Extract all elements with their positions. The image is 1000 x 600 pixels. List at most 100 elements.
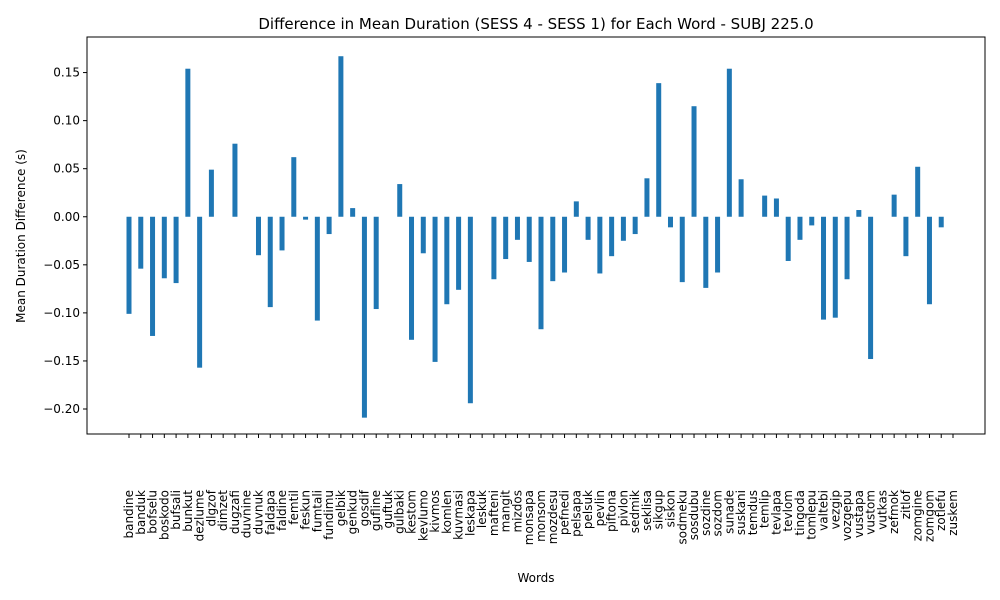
bar-fundimu [326,216,332,235]
x-tick-label: gufline [369,490,383,531]
bar-tingoda [797,216,803,240]
x-tick-label: mangit [499,490,513,533]
bar-pivlon [620,216,626,241]
x-tick-label: gulbaki [393,490,407,534]
bar-bandine [126,216,132,314]
bar-boskodo [161,216,167,279]
chart-title: Difference in Mean Duration (SESS 4 - SE… [258,15,813,33]
bar-fumtali [314,216,320,321]
bar-mizdos [514,216,520,240]
x-tick-label: tevlapa [769,490,783,535]
x-tick-label: sunade [722,490,736,534]
bar-faldapa [267,216,273,308]
x-tick-label: suskani [734,490,748,535]
y-axis-label: Mean Duration Difference (s) [14,149,28,323]
bar-gelbik [338,56,344,217]
bar-kuvmasi [456,216,462,290]
x-tick-label: sosdubu [687,490,701,540]
x-tick-label: pelsapa [569,490,583,537]
x-tick-label: zomgom [922,490,936,542]
bar-faldine [279,216,285,251]
x-tick-label: guftuk [381,490,395,529]
bar-vustom [868,216,874,360]
x-tick-label: siskon [663,490,677,527]
bar-dezlume [197,216,203,368]
y-tick-label: −0.05 [43,258,80,272]
y-tick-label: −0.15 [43,354,80,368]
x-tick-label: seklisa [640,490,654,531]
x-tick-label: dugzafi [228,490,242,534]
y-tick-label: 0.10 [53,114,80,128]
y-tick-label: 0.00 [53,210,80,224]
x-tick-label: kevlumo [416,490,430,541]
x-tick-label: tevlom [781,490,795,532]
x-tick-label: tingoda [793,490,807,536]
x-tick-label: duvnuk [251,490,265,535]
bar-bunkut [185,68,191,217]
x-tick-label: leskuk [475,490,489,528]
bar-kevlumo [420,216,426,254]
bar-pefnedi [562,216,568,273]
bar-femtil [291,157,297,217]
x-tick-label: pefnedi [558,490,572,535]
x-tick-label: faldapa [263,490,277,535]
bar-monsom [538,216,544,330]
bar-sozdine [703,216,709,288]
bar-sikgup [656,83,662,217]
x-tick-label: duvnine [240,490,254,538]
x-tick-label: komlen [440,490,454,534]
bar-mozdesu [550,216,556,282]
bar-tevlapa [773,198,779,217]
x-tick-label: bunkut [181,490,195,532]
x-tick-label: vustapa [852,490,866,538]
x-tick-label: zotlefu [934,490,948,531]
x-tick-label: faldine [275,490,289,531]
x-tick-label: monsom [534,490,548,542]
bar-bofselu [150,216,156,336]
bar-dlgzof [208,169,214,217]
x-tick-label: mafteni [487,490,501,536]
x-tick-label: sozdom [711,490,725,537]
x-tick-label: kivmos [428,490,442,533]
y-tick-label: 0.05 [53,162,80,176]
bar-kivmos [432,216,438,362]
x-tick-label: bufsali [169,490,183,530]
x-tick-label: valtebi [817,490,831,531]
bar-zomgom [926,216,932,305]
x-tick-label: vustom [864,490,878,535]
x-tick-label: feskun [299,490,313,530]
x-tick-label: banduk [134,490,148,535]
y-tick-label: 0.15 [53,66,80,80]
bar-vozgepu [844,216,850,280]
bar-leskapa [467,216,473,404]
bar-banduk [138,216,144,269]
y-tick-label: −0.20 [43,402,80,416]
bar-sozdom [715,216,721,273]
bar-pelsapa [573,201,579,217]
bar-komlen [444,216,450,305]
bar-gosdif [361,216,367,418]
bar-pelsuk [585,216,591,240]
bar-siskon [667,216,673,228]
x-tick-label: sodmeku [675,490,689,544]
bar-mafteni [491,216,497,280]
bar-bufsali [173,216,179,284]
bar-genkud [350,208,356,217]
bar-kestom [409,216,415,340]
bar-monsapa [526,216,532,262]
x-tick-label: boskodo [157,490,171,540]
plot-frame [86,36,986,435]
x-tick-label: genkud [346,490,360,534]
bar-zefmok [891,194,897,217]
x-tick-label: zuskem [946,490,960,536]
plot-area [126,56,944,418]
x-tick-label: bofselu [146,490,160,534]
bar-seklisa [644,178,650,217]
x-tick-label: monsapa [522,490,536,545]
x-tick-label: sozdine [699,490,713,536]
bar-mangit [503,216,509,260]
x-tick-label: sedmik [628,490,642,533]
x-tick-label: zefmok [887,490,901,534]
bar-suskani [738,179,744,217]
